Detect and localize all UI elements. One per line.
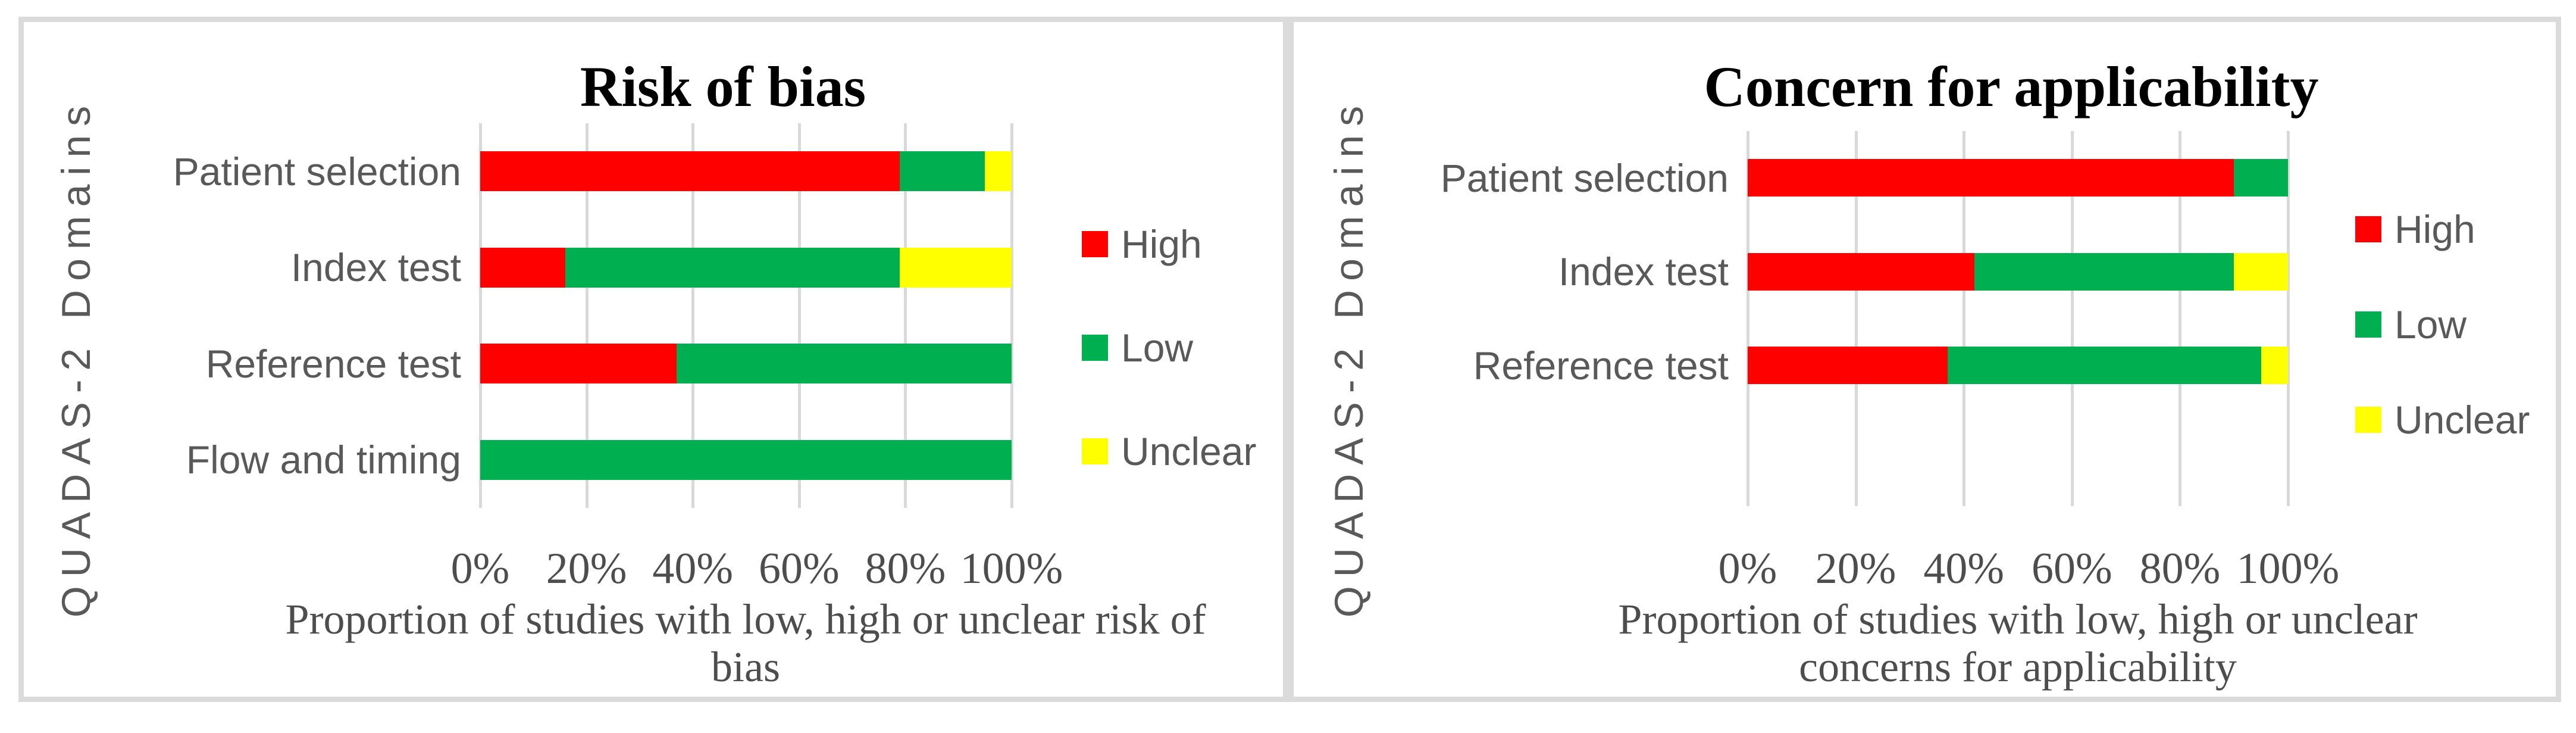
x-axis-title: Proportion of studies with low, high or … — [1453, 595, 2576, 691]
tick-label-80%: 80% — [865, 544, 946, 593]
legend-swatch-low — [2355, 311, 2381, 338]
legend-swatch-high — [2355, 216, 2381, 242]
segment-high-patient-selection — [1748, 159, 2234, 197]
legend-label-high: High — [1121, 222, 1202, 266]
plot-area — [1746, 131, 2290, 506]
x-axis-title-line1: Proportion of studies with low, high or … — [285, 595, 1206, 643]
bar-flow-and-timing — [480, 439, 1012, 480]
tick-label-100%: 100% — [2236, 544, 2340, 593]
tick-label-20%: 20% — [546, 544, 627, 593]
plot-area — [479, 123, 1013, 508]
segment-low-patient-selection — [2234, 159, 2288, 197]
legend-label-unclear: Unclear — [2395, 398, 2530, 442]
category-label-patient-selection: Patient selection — [173, 149, 461, 194]
segment-high-reference-test — [1748, 347, 1948, 385]
legend-swatch-low — [1082, 335, 1108, 361]
x-axis-title-line1: Proportion of studies with low, high or … — [1618, 595, 2418, 643]
segment-high-index-test — [480, 247, 565, 288]
tick-label-40%: 40% — [1923, 544, 2005, 593]
legend-label-low: Low — [1121, 326, 1194, 370]
segment-high-patient-selection — [480, 151, 900, 192]
segment-unclear-index-test — [900, 247, 1012, 288]
legend-swatch-unclear — [2355, 407, 2381, 433]
category-label-reference-test: Reference test — [1473, 343, 1729, 388]
legend-swatch-unclear — [1082, 438, 1108, 464]
gridline-0% — [479, 123, 482, 508]
segment-unclear-reference-test — [2261, 347, 2288, 385]
tick-label-0%: 0% — [450, 544, 510, 593]
legend-swatch-high — [1082, 231, 1108, 257]
x-axis-title-line2: concerns for applicability — [1799, 643, 2237, 691]
segment-unclear-patient-selection — [985, 151, 1012, 192]
bars — [1748, 131, 2288, 506]
legend-item-low: Low — [2355, 305, 2530, 344]
gridline-100% — [1010, 123, 1013, 508]
category-label-reference-test: Reference test — [205, 341, 461, 386]
legend-item-unclear: Unclear — [2355, 400, 2530, 439]
risk-of-bias-panel: Risk of bias QUADAS-2 Domains Patient se… — [18, 17, 1288, 702]
gridline-80% — [904, 123, 907, 508]
legend-item-high: High — [2355, 210, 2530, 249]
gridline-40% — [1962, 131, 1966, 506]
bar-index-test — [480, 247, 1012, 288]
gridline-60% — [797, 123, 801, 508]
x-axis-title: Proportion of studies with low, high or … — [180, 595, 1311, 691]
x-axis-title-line2: bias — [711, 643, 780, 691]
legend-label-low: Low — [2395, 302, 2467, 347]
category-labels: Patient selection Index test Reference tes… — [24, 123, 480, 508]
segment-high-index-test — [1748, 252, 1975, 291]
segment-low-reference-test — [1947, 347, 2261, 385]
legend: High Low Unclear — [2355, 210, 2530, 439]
gridline-0% — [1746, 131, 1749, 506]
chart-title-concern-for-applicability: Concern for applicability — [1704, 55, 2319, 118]
gridline-80% — [2179, 131, 2182, 506]
tick-label-80%: 80% — [2139, 544, 2221, 593]
bars — [480, 123, 1012, 508]
gridline-20% — [585, 123, 589, 508]
tick-label-40%: 40% — [652, 544, 734, 593]
bar-reference-test — [1748, 347, 2288, 385]
bar-patient-selection — [1748, 159, 2288, 197]
segment-low-index-test — [565, 247, 900, 288]
legend-item-high: High — [1082, 224, 1256, 264]
gridline-60% — [2070, 131, 2074, 506]
segment-unclear-index-test — [2234, 252, 2288, 291]
gridline-20% — [1854, 131, 1858, 506]
legend-item-unclear: Unclear — [1082, 432, 1256, 471]
gridline-100% — [2287, 131, 2290, 506]
segment-low-reference-test — [677, 344, 1012, 384]
segment-low-flow-and-timing — [480, 439, 1012, 480]
tick-label-20%: 20% — [1815, 544, 1896, 593]
tick-label-60%: 60% — [758, 544, 840, 593]
x-tick-labels: 0% 20% 40% 60% 80% 100% — [451, 544, 1063, 593]
x-tick-labels: 0% 20% 40% 60% 80% 100% — [1719, 544, 2340, 593]
legend-item-low: Low — [1082, 328, 1256, 367]
concern-for-applicability-panel: Concern for applicability QUADAS-2 Domai… — [1288, 17, 2561, 702]
category-label-index-test: Index test — [1558, 249, 1729, 294]
bar-reference-test — [480, 344, 1012, 384]
legend: High Low Unclear — [1082, 224, 1256, 471]
tick-label-60%: 60% — [2031, 544, 2112, 593]
tick-label-100%: 100% — [960, 544, 1063, 593]
category-label-index-test: Index test — [290, 245, 461, 290]
legend-label-unclear: Unclear — [1121, 429, 1257, 473]
category-label-flow-and-timing: Flow and timing — [186, 438, 461, 482]
segment-low-patient-selection — [900, 151, 985, 192]
category-labels: Patient selection Index test Reference tes… — [1294, 131, 1748, 506]
bar-patient-selection — [480, 151, 1012, 192]
category-label-patient-selection: Patient selection — [1440, 155, 1729, 200]
tick-label-0%: 0% — [1718, 544, 1777, 593]
gridline-40% — [691, 123, 695, 508]
bar-index-test — [1748, 252, 2288, 291]
segment-high-reference-test — [480, 344, 677, 384]
chart-title-risk-of-bias: Risk of bias — [580, 55, 866, 118]
legend-label-high: High — [2395, 207, 2475, 251]
segment-low-index-test — [1974, 252, 2234, 291]
